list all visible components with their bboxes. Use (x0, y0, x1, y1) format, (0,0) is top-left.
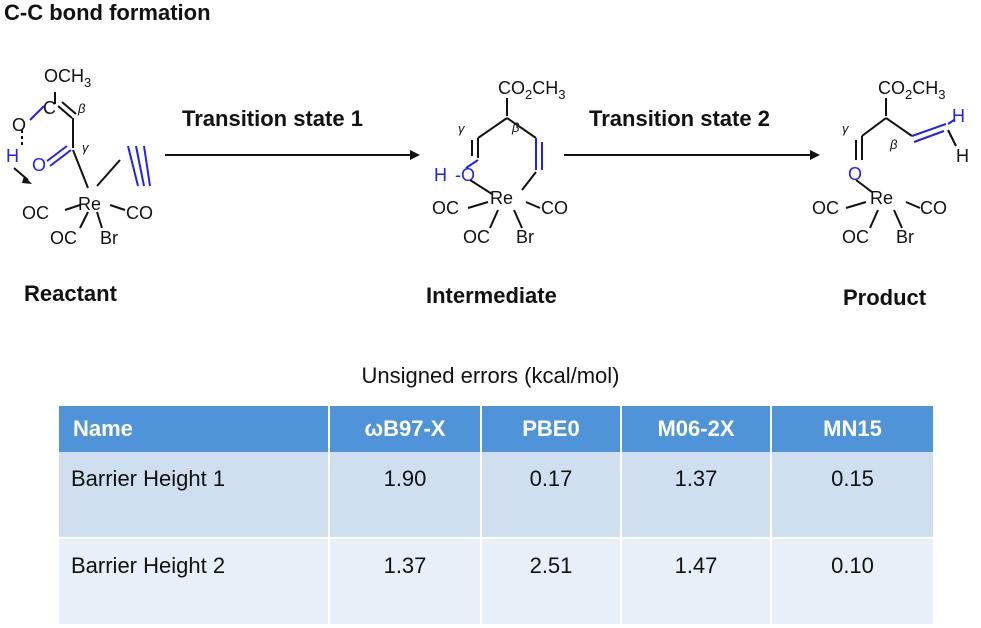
table-row: Barrier Height 2 1.37 2.51 1.47 0.10 (59, 537, 933, 624)
table-row: Barrier Height 1 1.90 0.17 1.37 0.15 (59, 452, 933, 538)
reactant-o-top: O (12, 115, 26, 135)
reactant-c: C (43, 98, 56, 118)
reactant-beta: β (77, 101, 86, 116)
column-header-wb97x: ωB97-X (329, 406, 482, 452)
stage-label-product: Product (843, 285, 927, 310)
reactant-br: Br (100, 228, 118, 248)
column-header-m062x: M06-2X (621, 406, 772, 452)
table-cell: 1.37 (621, 452, 772, 538)
intermediate-o: -O (455, 165, 475, 185)
product-h-top: H (952, 106, 965, 126)
product-oc-bottom: OC (842, 227, 869, 247)
reactant-labels: OCH3 C O β γ H O Re OC CO OC Br (6, 66, 153, 248)
intermediate-oc-bottom: OC (463, 227, 490, 247)
stage-label-intermediate: Intermediate (426, 283, 557, 308)
column-header-name: Name (59, 406, 330, 452)
table-cell: 2.51 (481, 537, 622, 624)
table-cell: 0.10 (771, 537, 933, 624)
table-cell: 0.17 (481, 452, 622, 538)
page-title: C-C bond formation (4, 0, 211, 25)
stage-label-reactant: Reactant (24, 281, 118, 306)
product-br: Br (896, 227, 914, 247)
product-re: Re (870, 188, 893, 208)
reaction-scheme: OCH3 C O β γ H O Re OC CO OC Br Transiti… (6, 66, 969, 310)
intermediate-br: Br (516, 227, 534, 247)
table-cell: 0.15 (771, 452, 933, 538)
reactant-h: H (6, 146, 19, 166)
intermediate-structure (465, 98, 543, 229)
intermediate-co2ch3: CO2CH3 (498, 78, 565, 102)
reactant-o-bottom: O (32, 155, 46, 175)
reactant-oc-bottom: OC (50, 228, 77, 248)
intermediate-oc-left: OC (432, 198, 459, 218)
row-name-cell: Barrier Height 2 (59, 537, 330, 624)
reactant-gamma: γ (82, 140, 90, 155)
product-co-right: CO (920, 198, 947, 218)
table-cell: 1.47 (621, 537, 772, 624)
intermediate-gamma: γ (458, 121, 466, 136)
reactant-oc-left: OC (22, 203, 49, 223)
product-gamma: γ (842, 121, 850, 136)
table-cell: 1.90 (329, 452, 482, 538)
product-labels: CO2CH3 β γ H H O Re OC CO OC Br (812, 78, 969, 247)
intermediate-co-right: CO (541, 198, 568, 218)
intermediate-beta: β (511, 120, 520, 135)
ts2-label: Transition state 2 (589, 106, 770, 131)
product-beta: β (889, 137, 898, 152)
ts1-label: Transition state 1 (182, 106, 363, 131)
intermediate-re: Re (490, 188, 513, 208)
column-header-pbe0: PBE0 (481, 406, 622, 452)
row-name-cell: Barrier Height 1 (59, 452, 330, 538)
product-o: O (848, 164, 862, 184)
table-header-row: Name ωB97-X PBE0 M06-2X MN15 (59, 406, 933, 452)
reactant-structure (13, 92, 151, 229)
product-h-bottom: H (956, 146, 969, 166)
table-caption: Unsigned errors (kcal/mol) (361, 363, 620, 388)
product-oc-left: OC (812, 198, 839, 218)
reactant-co-right: CO (126, 203, 153, 223)
reactant-re: Re (78, 194, 101, 214)
reactant-arrow-head-icon (22, 176, 32, 184)
table-cell: 1.37 (329, 537, 482, 624)
intermediate-h: H (434, 165, 447, 185)
column-header-mn15: MN15 (771, 406, 933, 452)
reactant-ome: OCH3 (44, 66, 91, 90)
errors-table: Name ωB97-X PBE0 M06-2X MN15 Barrier Hei… (59, 406, 933, 624)
product-structure (845, 98, 957, 229)
product-co2ch3: CO2CH3 (878, 78, 945, 102)
intermediate-labels: CO2CH3 β γ H -O Re OC CO OC Br (432, 78, 568, 247)
